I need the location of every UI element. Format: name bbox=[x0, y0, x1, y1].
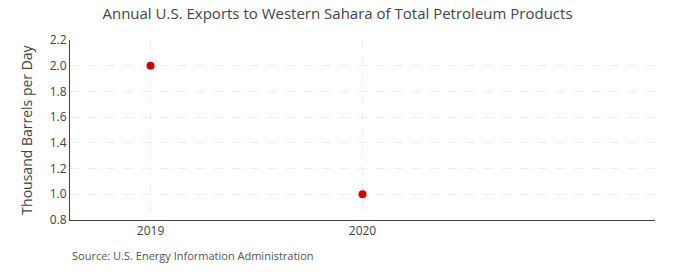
svg-text:2.0: 2.0 bbox=[50, 57, 67, 74]
svg-text:1.0: 1.0 bbox=[50, 185, 67, 202]
svg-text:1.8: 1.8 bbox=[50, 83, 67, 100]
svg-text:2.2: 2.2 bbox=[50, 31, 67, 48]
svg-text:2020: 2020 bbox=[349, 222, 377, 239]
svg-text:1.4: 1.4 bbox=[50, 134, 67, 151]
svg-text:0.8: 0.8 bbox=[50, 211, 67, 228]
svg-text:Annual U.S. Exports to Western: Annual U.S. Exports to Western Sahara of… bbox=[102, 3, 572, 23]
svg-text:Source: U.S. Energy Informatio: Source: U.S. Energy Information Administ… bbox=[72, 248, 314, 263]
svg-text:2019: 2019 bbox=[137, 222, 165, 239]
svg-text:Thousand Barrels per Day: Thousand Barrels per Day bbox=[17, 44, 36, 214]
svg-text:1.6: 1.6 bbox=[50, 108, 67, 125]
svg-text:1.2: 1.2 bbox=[50, 160, 67, 177]
